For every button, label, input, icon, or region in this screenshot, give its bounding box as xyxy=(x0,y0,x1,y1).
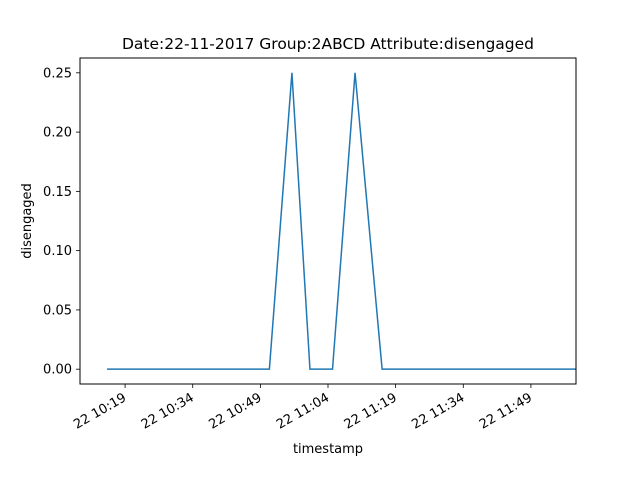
x-axis-label: timestamp xyxy=(293,442,363,457)
y-tick-label: 0.00 xyxy=(43,363,72,378)
y-tick-label: 0.20 xyxy=(43,126,72,141)
chart-title: Date:22-11-2017 Group:2ABCD Attribute:di… xyxy=(122,35,534,53)
y-tick-label: 0.25 xyxy=(43,66,72,81)
axes-frame xyxy=(79,57,577,385)
y-tick-label: 0.15 xyxy=(43,185,72,200)
y-axis-ticks: 0.00 0.05 0.10 0.15 0.20 0.25 xyxy=(43,66,80,378)
y-tick-label: 0.05 xyxy=(43,303,72,318)
y-axis-label: disengaged xyxy=(20,183,35,259)
y-tick-label: 0.10 xyxy=(43,244,72,259)
plot-area xyxy=(107,72,576,370)
series-line-0 xyxy=(107,72,576,370)
